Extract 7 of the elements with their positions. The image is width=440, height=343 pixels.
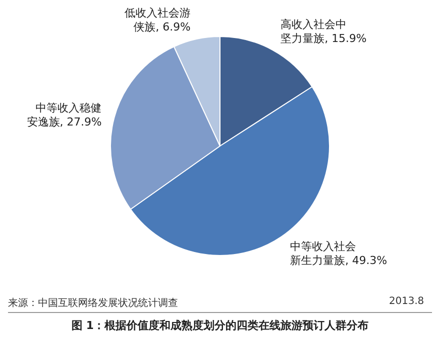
slice-label: 中等收入稳健安逸族, 27.9%: [26, 101, 102, 128]
text: 2013.8: [389, 296, 424, 307]
source-note: 来源：中国互联网络发展状况统计调查: [8, 298, 178, 309]
slice-label: 中等收入社会新生力量族, 49.3%: [290, 240, 388, 267]
slice-label: 低收入社会游侠族, 6.9%: [124, 6, 191, 34]
text: 图 1：根据价值度和成熟度划分的四类在线旅游预订人群分布: [70, 318, 370, 333]
slice-label: 高收入社会中坚力量族, 15.9%: [280, 18, 367, 46]
